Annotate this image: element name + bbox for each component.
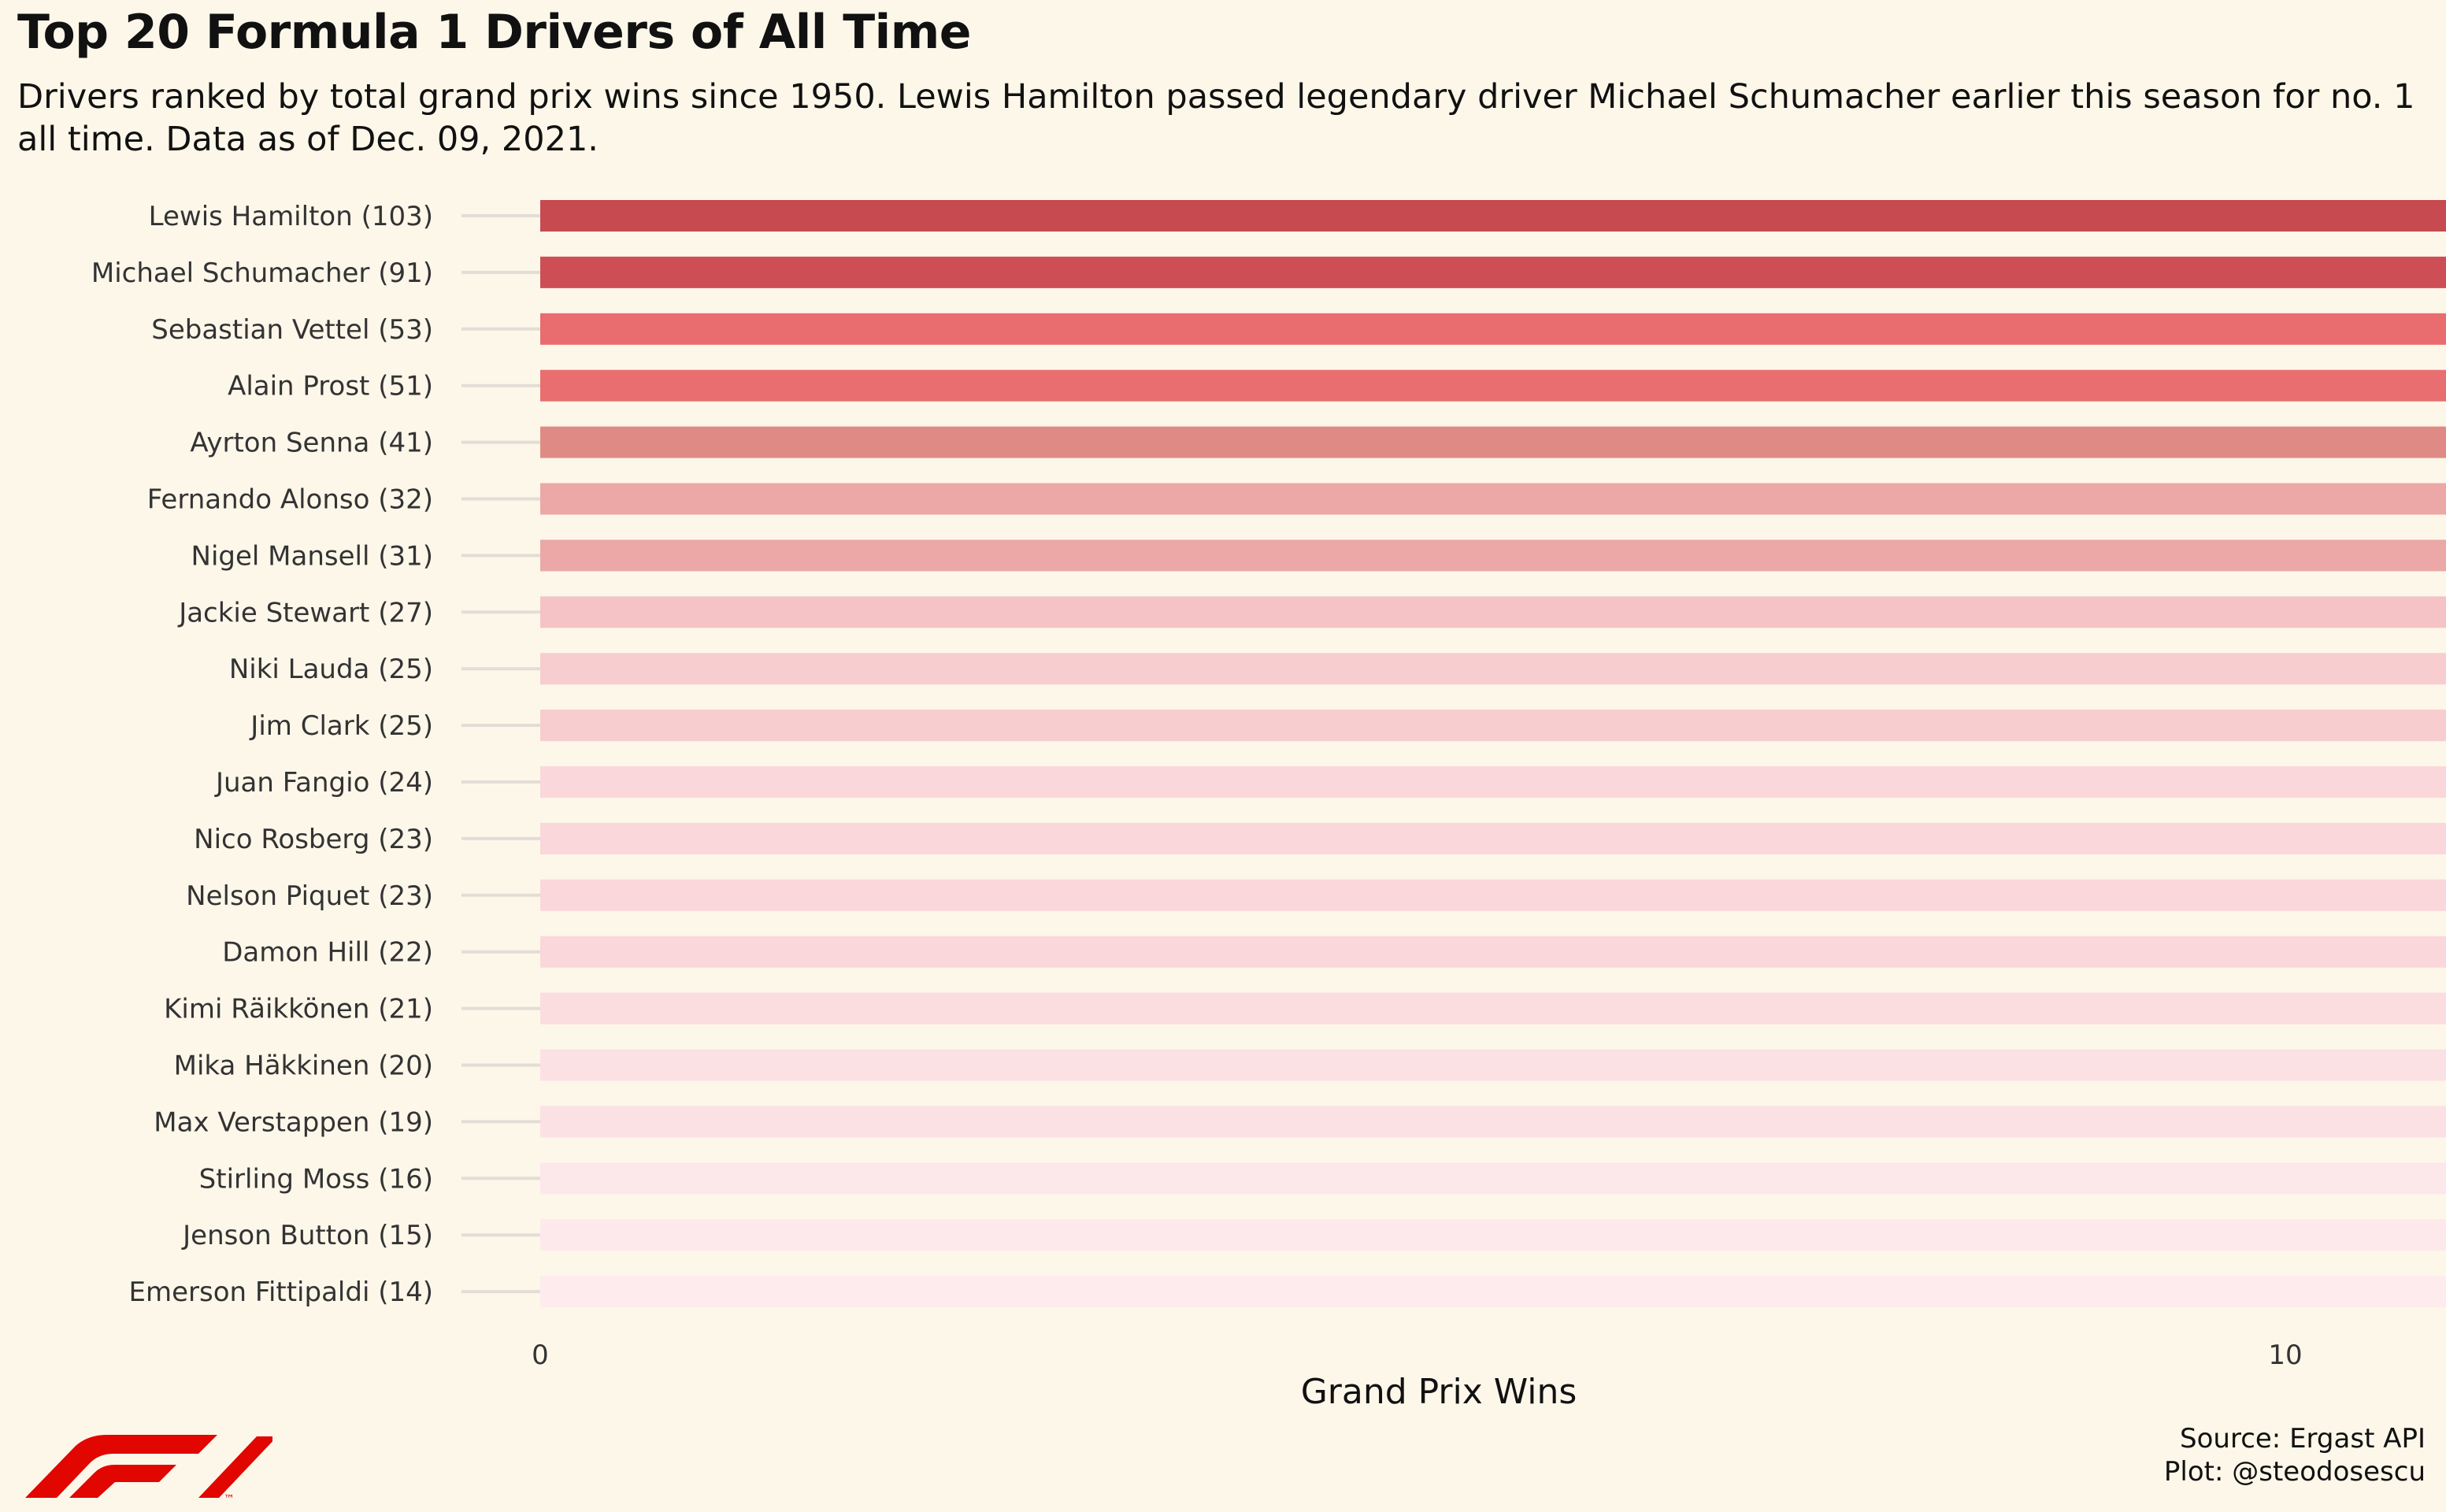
bar <box>540 256 2446 288</box>
category-label: Mika Häkkinen (20) <box>174 1051 433 1082</box>
bar <box>540 936 2446 968</box>
bars <box>540 200 2446 1308</box>
bar <box>540 596 2446 628</box>
category-label: Sebastian Vettel (53) <box>151 314 433 346</box>
category-label: Jim Clark (25) <box>249 710 433 742</box>
category-label: Damon Hill (22) <box>222 937 433 969</box>
plot-credit: Plot: @steodosescu <box>2163 1456 2426 1488</box>
source-text: Source: Ergast API <box>2180 1423 2426 1455</box>
category-label: Emerson Fittipaldi (14) <box>128 1277 433 1308</box>
category-label: Nigel Mansell (31) <box>191 540 433 572</box>
bar <box>540 539 2446 572</box>
bar <box>540 879 2446 911</box>
category-label: Alain Prost (51) <box>228 371 433 402</box>
x-tick-label: 0 <box>532 1340 549 1371</box>
category-label: Nelson Piquet (23) <box>186 880 433 912</box>
bar <box>540 766 2446 798</box>
bar <box>540 200 2446 232</box>
bar <box>540 1162 2446 1195</box>
source-caption: Source: Ergast API Plot: @steodosescu <box>2164 1422 2426 1488</box>
f1-logo-icon: ™ F1 <box>25 1435 272 1504</box>
category-label: Michael Schumacher (91) <box>91 258 433 289</box>
bar <box>540 483 2446 515</box>
bar <box>540 1219 2446 1251</box>
category-label: Stirling Moss (16) <box>199 1163 433 1195</box>
bar <box>540 426 2446 458</box>
bar <box>540 992 2446 1025</box>
bar <box>540 369 2446 402</box>
f1-trademark: ™ <box>224 1493 235 1504</box>
category-label: Max Verstappen (19) <box>154 1106 433 1138</box>
category-label: Fernando Alonso (32) <box>147 484 433 516</box>
chart-title: Top 20 Formula 1 Drivers of All Time <box>17 5 971 60</box>
category-label: Ayrton Senna (41) <box>190 428 433 459</box>
chart-subtitle: Drivers ranked by total grand prix wins … <box>17 77 2415 159</box>
bar <box>540 653 2446 685</box>
bar <box>540 710 2446 742</box>
category-label: Jackie Stewart (27) <box>177 597 433 628</box>
category-label: Nico Rosberg (23) <box>194 824 433 855</box>
x-tick-label: 10 <box>2268 1340 2302 1371</box>
bar <box>540 1276 2446 1308</box>
bar <box>540 313 2446 345</box>
bar <box>540 822 2446 854</box>
bar <box>540 1106 2446 1138</box>
category-label: Kimi Räikkönen (21) <box>164 994 433 1025</box>
x-axis-ticks: 0102030405060708090100 <box>532 1340 2302 1371</box>
category-labels: Lewis Hamilton (103) Michael Schumacher (… <box>91 201 433 1308</box>
category-label: Niki Lauda (25) <box>229 654 433 685</box>
bar <box>540 1049 2446 1081</box>
category-label: Lewis Hamilton (103) <box>149 201 433 232</box>
x-axis-label: Grand Prix Wins <box>1301 1372 1577 1412</box>
category-label: Juan Fangio (24) <box>214 767 433 799</box>
category-label: Jenson Button (15) <box>181 1220 433 1251</box>
